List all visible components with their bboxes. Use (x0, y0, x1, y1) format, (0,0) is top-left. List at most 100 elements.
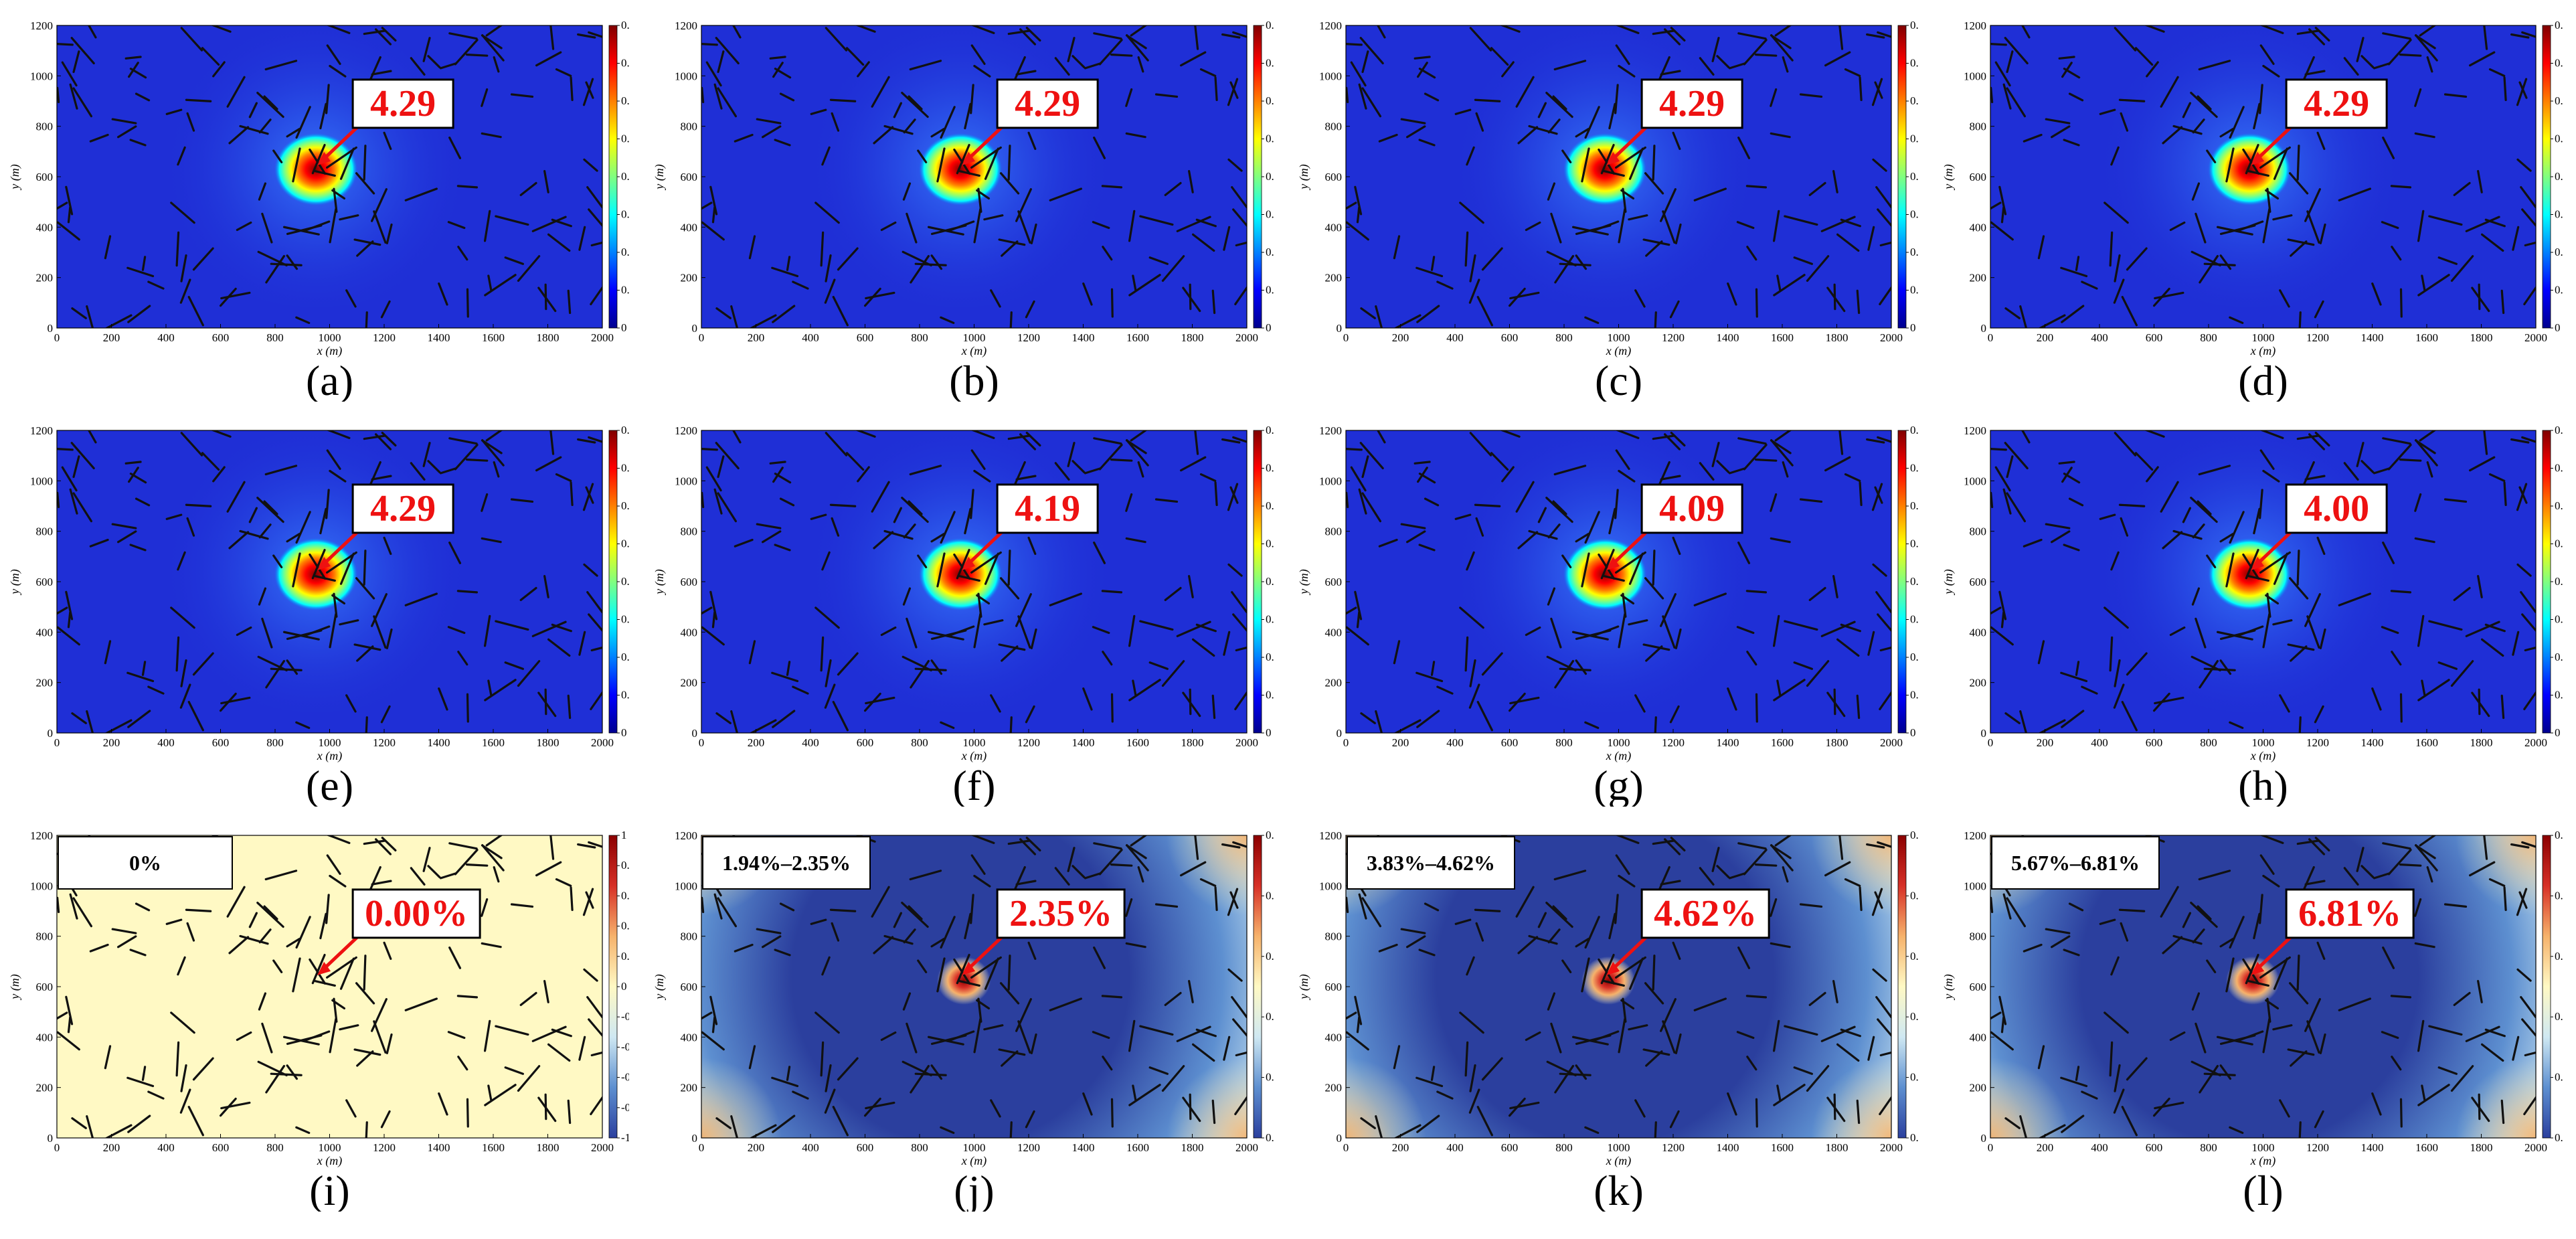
x-tick-label: 1600 (482, 1141, 505, 1154)
fracture-segment (2259, 956, 2291, 979)
colorbar-tick-label: 0.1 (1910, 651, 1918, 663)
fracture-segment (1164, 991, 1182, 1006)
fracture-segment (930, 128, 945, 138)
panel-caption: (d) (2238, 357, 2288, 402)
fracture-segment (504, 1066, 524, 1075)
fracture-segment (311, 548, 326, 580)
fracture-segment (901, 250, 932, 267)
x-tick-label: 0 (699, 1141, 705, 1154)
fracture-segment (1378, 133, 1398, 143)
x-axis-label: x (m) (2250, 344, 2276, 358)
fracture-segment (2198, 60, 2231, 71)
y-axis-label: y (m) (653, 164, 667, 190)
fracture-segment (873, 936, 894, 955)
fracture-segment (175, 636, 180, 672)
fracture-segment (365, 716, 368, 733)
fracture-segment (1346, 448, 1363, 451)
colorbar (2542, 430, 2551, 734)
panel-c: 0 200 400 600 800 1000 1200 1400 1600 1800 2000 0 20… (1289, 0, 1930, 404)
fracture-segment (2471, 691, 2490, 718)
fracture-segment (1191, 1043, 1215, 1062)
fracture-segment (825, 27, 848, 52)
fracture-segment (1092, 221, 1110, 230)
fracture-segment (1406, 935, 1426, 948)
fracture-segment (117, 125, 137, 139)
fracture-segment (831, 922, 840, 942)
fracture-segment (2381, 221, 2399, 230)
fracture-segment (519, 586, 537, 601)
fracture-segment (1084, 62, 1102, 70)
y-axis-label: y (m) (1297, 974, 1311, 1000)
fracture-segment (829, 503, 857, 507)
plot-area (1990, 25, 2536, 328)
fracture-segment (483, 1019, 491, 1052)
fracture-segment (810, 513, 827, 520)
colorbar-tick-label: 0.25 (1910, 538, 1918, 550)
fracture-segment (248, 912, 258, 928)
fracture-segment (363, 550, 367, 586)
fracture-segment (1361, 897, 1382, 928)
fracture-segment (1618, 874, 1636, 888)
fracture-segment (2120, 922, 2129, 942)
fracture-segment (2195, 617, 2207, 649)
fracture-segment (901, 902, 929, 928)
colorbar (1897, 835, 1907, 1139)
fracture-segment (2162, 936, 2183, 955)
x-axis-label: x (m) (1606, 1154, 1631, 1168)
fracture-segment (2198, 465, 2231, 476)
fracture-segment (1067, 442, 1076, 467)
fracture-segment (1879, 691, 1891, 711)
y-tick-label: 1000 (675, 70, 697, 82)
x-tick-label: 1200 (373, 1141, 396, 1154)
x-tick-label: 1800 (1181, 736, 1204, 749)
fracture-segment (717, 87, 738, 118)
fracture-segment (422, 37, 431, 62)
fracture-segment (371, 475, 392, 481)
fracture-segment (439, 62, 457, 70)
fracture-segment (893, 912, 902, 928)
fracture-segment (2296, 839, 2320, 845)
fracture-segment (1481, 247, 1503, 271)
fracture-segment (917, 149, 928, 163)
fracture-segment (1509, 291, 1540, 300)
fracture-segment (1575, 659, 1587, 675)
fracture-segment (1418, 139, 1436, 147)
fracture-segment (226, 76, 246, 108)
fracture-segment (170, 201, 195, 224)
fracture-segment (537, 1096, 557, 1123)
fracture-segment (701, 43, 718, 46)
fracture-segment (1110, 54, 1133, 57)
fracture-segment (1469, 254, 1476, 282)
fracture-segment (1832, 574, 1838, 598)
fracture-segment (810, 918, 827, 925)
colorbar-tick-label: 0.2 (621, 575, 629, 588)
fracture-segment (2316, 536, 2326, 556)
x-tick-label: 1200 (2306, 1141, 2329, 1154)
callout-box (351, 78, 454, 129)
colorbar-tick-label: 0.0681 (2555, 829, 2563, 841)
fracture-segment (2045, 928, 2071, 934)
fracture-segment (72, 455, 80, 479)
fracture-segment (141, 256, 147, 271)
callout-box (996, 888, 1126, 939)
x-tick-label: 1800 (1826, 331, 1849, 344)
fracture-segment (1214, 481, 1218, 507)
fracture-segment (481, 493, 489, 512)
fracture-segment (1137, 461, 1144, 478)
fracture-segment (1001, 240, 1019, 257)
fracture-segment (1547, 523, 1561, 539)
callout-value: 4.29 (370, 83, 436, 125)
fracture-segment (1826, 691, 1846, 718)
fracture-segment (2162, 531, 2183, 550)
fracture-segment (1746, 651, 1757, 666)
x-tick-label: 1800 (1181, 331, 1204, 344)
fracture-segment (1693, 592, 1727, 606)
fracture-segment (1581, 957, 1590, 993)
x-tick-label: 400 (157, 736, 175, 749)
fracture-segment (829, 908, 857, 912)
fracture-segment (2287, 238, 2315, 246)
fracture-segment (1017, 1020, 1031, 1054)
fracture-segment (1867, 631, 1875, 656)
fracture-segment (917, 959, 928, 973)
fracture-segment (295, 916, 311, 949)
